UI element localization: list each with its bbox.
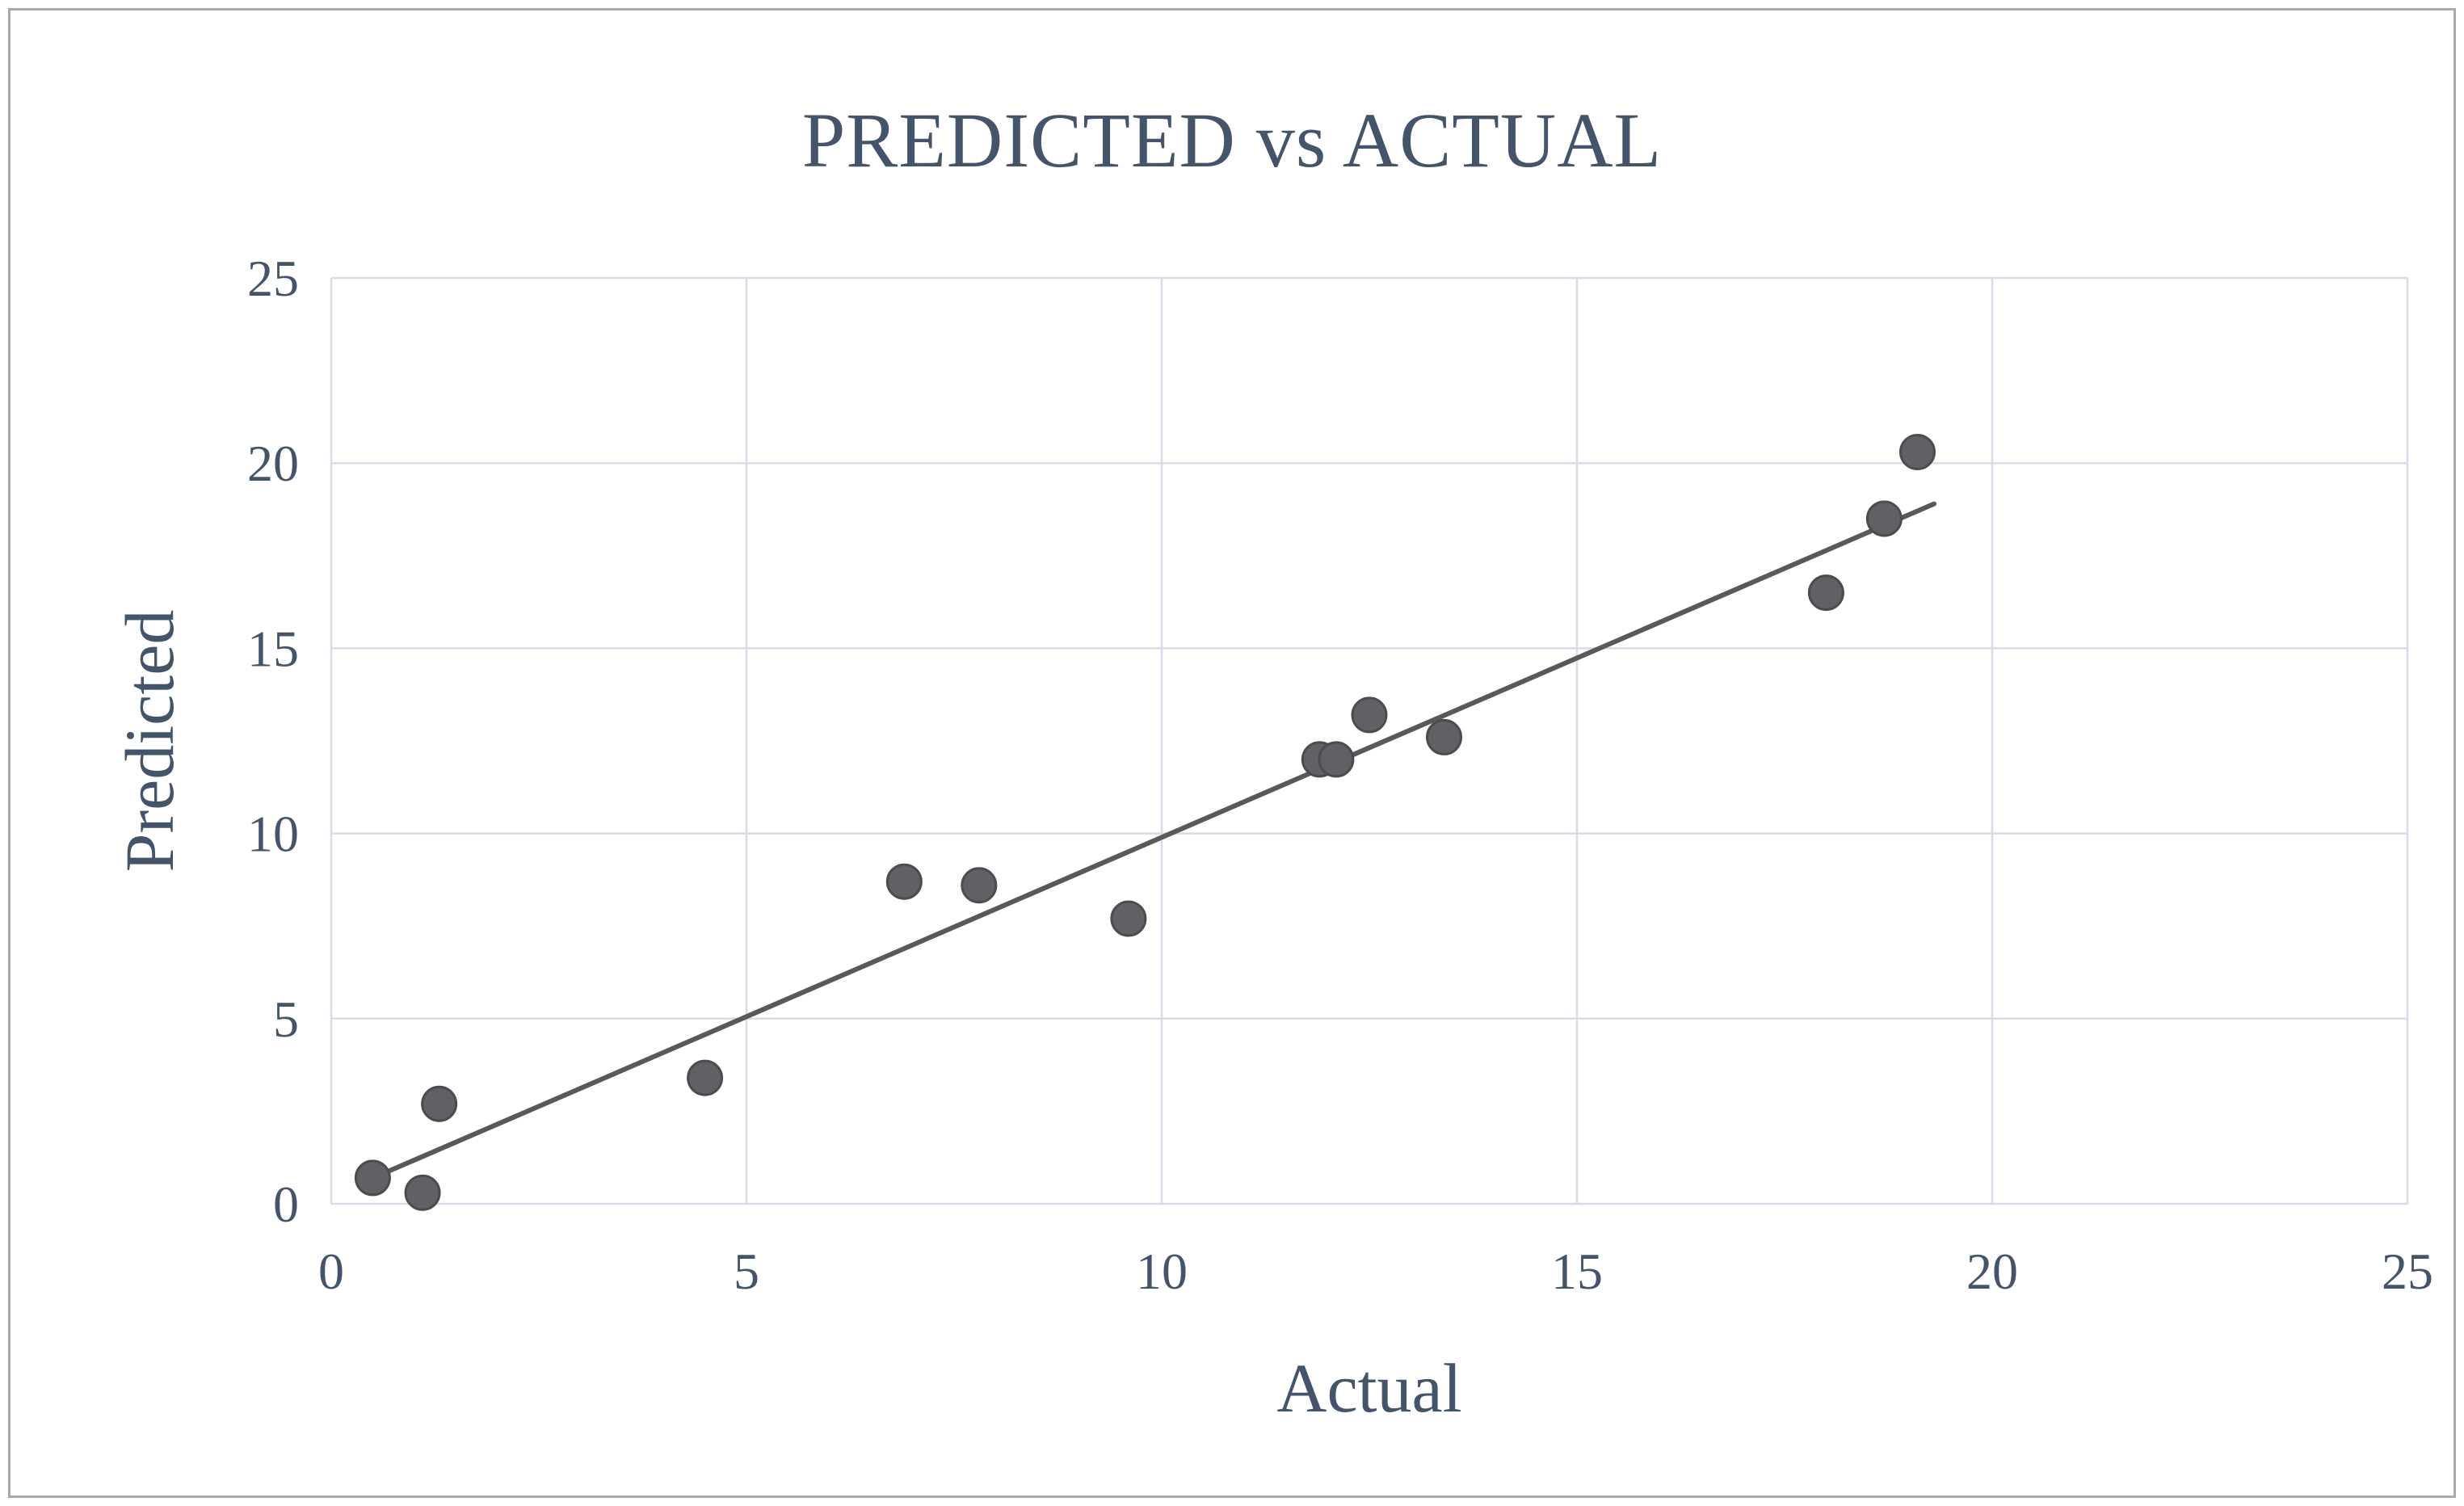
x-axis-label: Actual: [1276, 1349, 1462, 1427]
data-point: [885, 863, 923, 900]
y-tick-label: 0: [273, 1176, 299, 1233]
data-point: [404, 1174, 441, 1211]
data-point: [1426, 718, 1463, 755]
y-tick-label: 20: [247, 435, 299, 492]
chart-frame-border: [8, 8, 2456, 1498]
x-tick-label: 10: [1136, 1243, 1188, 1300]
data-point: [1865, 500, 1903, 537]
data-point: [1351, 696, 1388, 734]
data-point: [1110, 900, 1147, 937]
data-point: [961, 867, 998, 904]
y-axis-label: Predicted: [111, 609, 188, 873]
data-point: [1898, 433, 1936, 470]
data-point: [354, 1159, 391, 1197]
x-tick-label: 0: [318, 1243, 344, 1300]
x-tick-label: 15: [1551, 1243, 1603, 1300]
chart-title: PREDICTED vs ACTUAL: [801, 97, 1663, 183]
y-tick-label: 10: [247, 806, 299, 863]
x-tick-label: 20: [1966, 1243, 2018, 1300]
trendline: [362, 501, 1937, 1184]
data-point: [687, 1059, 724, 1096]
y-tick-label: 15: [247, 620, 299, 677]
data-point: [1318, 741, 1355, 778]
x-tick-label: 25: [2382, 1243, 2433, 1300]
y-tick-label: 25: [247, 250, 299, 307]
data-point: [421, 1085, 458, 1122]
data-point: [1807, 574, 1844, 612]
y-tick-label: 5: [273, 991, 299, 1048]
x-tick-label: 5: [734, 1243, 759, 1300]
